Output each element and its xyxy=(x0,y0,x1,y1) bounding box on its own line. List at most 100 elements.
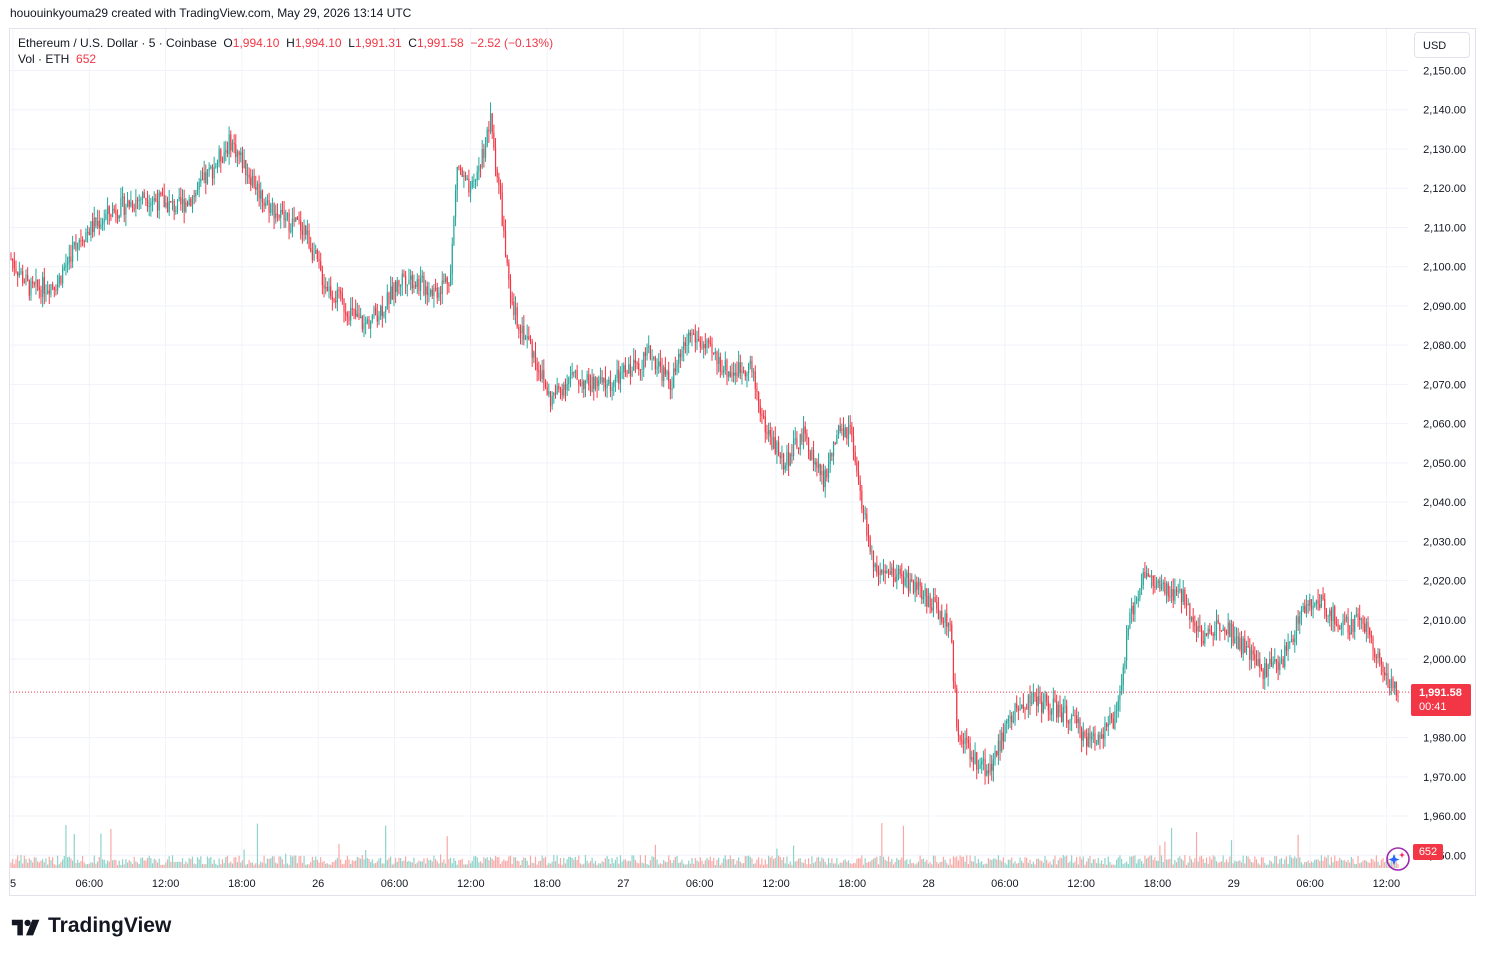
candle-body xyxy=(831,452,833,457)
volume-bar xyxy=(964,861,966,868)
candle-body xyxy=(1212,634,1214,636)
volume-bar xyxy=(258,864,260,868)
candle-body xyxy=(951,624,953,643)
candle-body xyxy=(351,308,353,310)
volume-bar xyxy=(205,864,207,868)
candle-body xyxy=(1107,724,1109,727)
volume-bar xyxy=(626,861,628,868)
volume-bar xyxy=(1150,855,1153,868)
candle-body xyxy=(842,428,845,438)
candle-body xyxy=(123,196,125,215)
volume-bar xyxy=(991,860,993,868)
candle-body xyxy=(375,307,377,316)
volume-bar xyxy=(434,859,437,868)
x-tick-label: 26 xyxy=(312,878,324,890)
candle-body xyxy=(400,284,402,287)
volume-bar xyxy=(866,862,868,868)
candle-body xyxy=(1032,692,1034,703)
volume-bar xyxy=(1379,864,1381,868)
candle-body xyxy=(275,213,277,219)
volume-bar xyxy=(526,860,528,868)
candle-body xyxy=(1012,721,1014,723)
legend-volume-label[interactable]: Vol · ETH xyxy=(18,52,70,66)
candle-body xyxy=(454,190,457,217)
volume-bar xyxy=(388,858,390,868)
volume-bar xyxy=(1089,855,1091,868)
candle-body xyxy=(1195,625,1198,632)
candle-body xyxy=(611,387,613,391)
volume-bar xyxy=(1069,861,1071,868)
volume-bar xyxy=(355,860,357,868)
candle-body xyxy=(639,369,641,371)
volume-bar xyxy=(431,861,433,868)
candle-body xyxy=(449,274,452,286)
volume-bar xyxy=(1234,860,1236,868)
last-price-tag: 1,991.58 00:41 xyxy=(1411,684,1471,716)
candle-body xyxy=(20,271,22,274)
candle-body xyxy=(113,208,115,211)
volume-bar xyxy=(240,862,242,868)
candle-body xyxy=(1352,618,1354,632)
candle-body xyxy=(979,764,981,769)
candle-body xyxy=(1167,583,1169,597)
candle-body xyxy=(65,264,67,268)
x-tick-label: 06:00 xyxy=(991,878,1019,890)
candle-body xyxy=(921,586,923,600)
candle-body xyxy=(936,602,938,609)
volume-bar xyxy=(469,863,472,868)
volume-bar xyxy=(105,863,107,868)
candle-body xyxy=(90,221,92,236)
volume-bar xyxy=(1135,863,1138,868)
volume-bar xyxy=(969,855,971,868)
volume-bar xyxy=(591,857,593,868)
candle-body xyxy=(23,282,25,284)
legend-symbol[interactable]: Ethereum / U.S. Dollar · 5 · Coinbase xyxy=(18,36,217,50)
candle-body xyxy=(1204,633,1206,644)
candle-body xyxy=(703,344,705,349)
price-chart[interactable]: 2,150.002,140.002,130.002,120.002,110.00… xyxy=(0,0,1486,900)
candle-body xyxy=(729,371,731,377)
candle-body xyxy=(906,572,908,578)
chart-frame[interactable] xyxy=(9,28,1476,896)
volume-bar xyxy=(263,855,265,868)
volume-bar xyxy=(136,862,139,868)
volume-bar xyxy=(821,857,823,868)
candle-body xyxy=(548,391,550,395)
candle-body xyxy=(1017,708,1019,711)
volume-bar xyxy=(346,855,348,868)
volume-bar xyxy=(901,857,903,868)
volume-bar xyxy=(606,855,608,868)
volume-bar xyxy=(516,860,518,868)
candle-body xyxy=(45,292,47,294)
volume-bar xyxy=(325,863,327,868)
volume-bar xyxy=(807,858,810,868)
candle-body xyxy=(1119,690,1121,701)
volume-bar xyxy=(724,855,726,868)
candle-body xyxy=(218,149,220,163)
currency-button[interactable]: USD xyxy=(1414,32,1470,58)
volume-bar xyxy=(423,858,425,868)
candle-body xyxy=(1096,743,1098,745)
volume-bar xyxy=(145,860,147,868)
volume-bar xyxy=(791,864,793,868)
volume-bar xyxy=(596,864,598,868)
candle-body xyxy=(425,286,427,295)
x-tick-label: 06:00 xyxy=(381,878,409,890)
candle-body xyxy=(406,284,408,286)
candle-body xyxy=(1304,606,1306,613)
tradingview-brand[interactable]: TradingView xyxy=(10,914,171,938)
candle-body xyxy=(748,363,750,374)
volume-bar xyxy=(1139,858,1141,868)
candle-body xyxy=(1174,589,1176,601)
volume-bar xyxy=(829,862,831,868)
volume-bar xyxy=(373,863,375,868)
sparkle-magic-icon[interactable] xyxy=(1384,846,1412,872)
volume-bar xyxy=(166,859,169,868)
volume-bar xyxy=(17,855,19,868)
volume-bar xyxy=(108,861,110,868)
volume-bar xyxy=(466,864,468,868)
candle-body xyxy=(1117,700,1119,711)
volume-bar xyxy=(999,859,1001,868)
y-tick-label: 2,090.00 xyxy=(1423,301,1466,313)
candle-body xyxy=(719,356,721,371)
